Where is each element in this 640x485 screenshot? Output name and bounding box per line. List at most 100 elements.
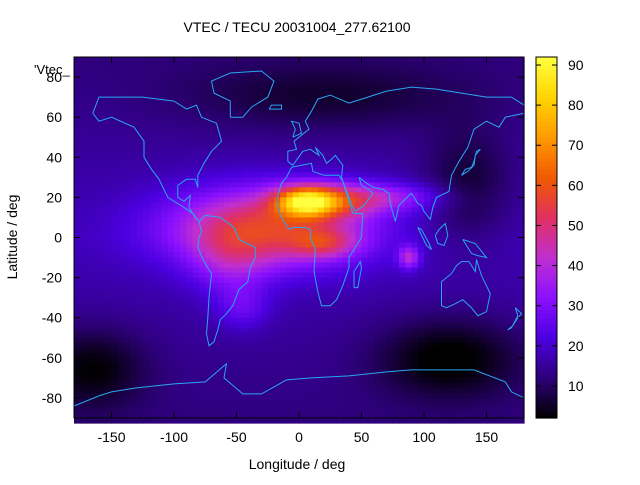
heatmap-cell	[492, 357, 500, 364]
heatmap-cell	[374, 322, 381, 329]
heatmap-cell	[174, 197, 181, 203]
heatmap-cell	[330, 152, 338, 158]
heatmap-cell	[486, 382, 494, 389]
heatmap-cell	[492, 387, 500, 394]
heatmap-cell	[267, 212, 275, 219]
heatmap-cell	[449, 367, 456, 374]
heatmap-cell	[142, 367, 150, 374]
heatmap-cell	[449, 247, 456, 254]
heatmap-cell	[517, 187, 525, 193]
heatmap-cell	[174, 177, 181, 183]
heatmap-cell	[299, 222, 306, 229]
heatmap-cell	[274, 257, 281, 264]
heatmap-cell	[136, 382, 144, 389]
heatmap-cell	[411, 367, 419, 374]
heatmap-cell	[449, 312, 456, 319]
heatmap-cell	[136, 262, 144, 269]
heatmap-cell	[511, 197, 519, 203]
heatmap-cell	[480, 182, 488, 188]
heatmap-cell	[174, 172, 181, 178]
heatmap-cell	[205, 112, 213, 118]
heatmap-cell	[374, 352, 381, 359]
chart-title: VTEC / TECU 20031004_277.62100	[183, 19, 410, 35]
heatmap-cell	[236, 227, 244, 234]
heatmap-cell	[474, 222, 481, 229]
heatmap-cell	[199, 262, 206, 269]
heatmap-cell	[474, 97, 481, 103]
heatmap-cell	[80, 147, 88, 153]
heatmap-cell	[399, 137, 406, 143]
heatmap-cell	[480, 352, 488, 359]
heatmap-cell	[224, 262, 231, 269]
heatmap-cell	[192, 297, 200, 304]
heatmap-cell	[286, 227, 294, 234]
heatmap-cell	[86, 337, 94, 344]
heatmap-cell	[499, 372, 506, 379]
heatmap-cell	[517, 132, 525, 138]
heatmap-cell	[467, 232, 475, 239]
heatmap-cell	[349, 102, 356, 108]
heatmap-cell	[249, 87, 256, 93]
heatmap-cell	[405, 372, 413, 379]
heatmap-cell	[236, 262, 244, 269]
heatmap-cell	[242, 177, 250, 183]
heatmap-cell	[292, 62, 300, 68]
heatmap-cell	[367, 277, 375, 284]
heatmap-cell	[461, 377, 469, 384]
heatmap-cell	[155, 252, 163, 259]
heatmap-cell	[80, 57, 88, 63]
heatmap-cell	[374, 82, 381, 88]
heatmap-cell	[211, 122, 219, 128]
heatmap-cell	[336, 252, 344, 259]
heatmap-cell	[242, 222, 250, 229]
heatmap-cell	[361, 122, 369, 128]
heatmap-cell	[511, 202, 519, 209]
heatmap-cell	[449, 117, 456, 123]
heatmap-cell	[130, 247, 138, 254]
heatmap-cell	[242, 67, 250, 73]
heatmap-cell	[111, 392, 119, 399]
heatmap-cell	[249, 232, 256, 239]
heatmap-cell	[305, 352, 313, 359]
heatmap-cell	[511, 187, 519, 193]
heatmap-cell	[317, 67, 325, 73]
heatmap-cell	[242, 132, 250, 138]
heatmap-cell	[130, 87, 138, 93]
heatmap-cell	[361, 232, 369, 239]
heatmap-cell	[505, 182, 513, 188]
heatmap-cell	[455, 287, 463, 294]
heatmap-cell	[505, 302, 513, 309]
heatmap-cell	[324, 192, 331, 198]
heatmap-cell	[349, 292, 356, 299]
heatmap-cell	[292, 302, 300, 309]
heatmap-cell	[311, 197, 319, 203]
heatmap-cell	[449, 237, 456, 244]
heatmap-cell	[124, 302, 131, 309]
heatmap-cell	[486, 122, 494, 128]
heatmap-cell	[474, 247, 481, 254]
heatmap-cell	[149, 72, 156, 78]
heatmap-cell	[192, 87, 200, 93]
heatmap-cell	[105, 347, 113, 354]
heatmap-cell	[461, 202, 469, 209]
heatmap-cell	[224, 222, 231, 229]
heatmap-cell	[317, 182, 325, 188]
heatmap-cell	[111, 82, 119, 88]
heatmap-cell	[486, 327, 494, 334]
heatmap-cell	[436, 322, 444, 329]
heatmap-cell	[142, 77, 150, 83]
heatmap-cell	[355, 247, 363, 254]
heatmap-cell	[317, 242, 325, 249]
heatmap-cell	[117, 87, 125, 93]
heatmap-cell	[80, 332, 88, 339]
heatmap-cell	[492, 197, 500, 203]
heatmap-cell	[417, 337, 425, 344]
heatmap-cell	[342, 397, 350, 404]
heatmap-cell	[299, 262, 306, 269]
heatmap-cell	[442, 397, 450, 404]
heatmap-cell	[186, 282, 194, 289]
heatmap-cell	[499, 232, 506, 239]
heatmap-cell	[217, 272, 225, 279]
heatmap-cell	[374, 177, 381, 183]
heatmap-cell	[392, 302, 400, 309]
